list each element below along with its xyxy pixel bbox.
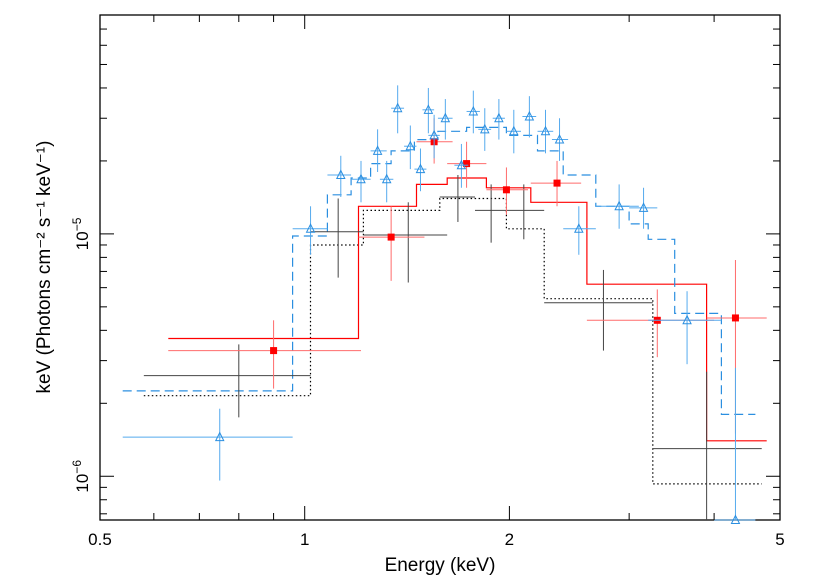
blue-point	[351, 160, 371, 203]
red-point	[486, 167, 528, 215]
blue-point	[629, 187, 658, 229]
red-marker	[502, 186, 510, 194]
blue-marker	[335, 169, 346, 179]
blue-point	[404, 125, 417, 170]
blue-marker	[356, 173, 366, 184]
x-tick-label: 5	[775, 530, 784, 549]
blue-marker	[415, 163, 426, 174]
red-marker	[731, 314, 739, 322]
plot-frame	[99, 14, 781, 521]
blue-point	[379, 160, 394, 203]
blue-marker	[540, 125, 551, 136]
y-tick-labels: 10−6 10−5	[70, 217, 92, 492]
blue-point	[551, 118, 569, 161]
black-model-curve	[143, 197, 762, 485]
blue-marker	[405, 140, 416, 151]
black-point	[310, 198, 364, 278]
blue-marker	[574, 223, 584, 233]
x-tick-labels: 0.5 1 2 5	[88, 530, 785, 549]
blue-marker	[494, 112, 504, 123]
data-points	[122, 85, 767, 524]
axis-ticks	[99, 14, 781, 520]
x-tick-label: 1	[300, 530, 309, 549]
x-axis-title: Energy (keV)	[385, 555, 496, 576]
y-tick-label: 10−5	[70, 217, 92, 250]
black-point	[506, 184, 545, 240]
blue-marker	[479, 123, 490, 134]
red-marker	[387, 233, 395, 241]
red-marker	[463, 160, 471, 168]
blue-marker	[214, 431, 225, 442]
red-point	[706, 260, 767, 434]
red-marker	[553, 179, 561, 187]
blue-point	[122, 408, 293, 481]
blue-marker	[372, 145, 383, 155]
x-tick-label: 2	[505, 530, 514, 549]
blue-point	[522, 96, 537, 138]
blue-point	[391, 85, 405, 134]
blue-point	[478, 108, 492, 151]
blue-point	[414, 148, 427, 192]
blue-point	[454, 143, 469, 188]
blue-point	[422, 87, 435, 134]
blue-point	[714, 367, 756, 524]
blue-marker	[392, 102, 403, 113]
red-point	[586, 289, 715, 358]
black-point	[544, 269, 653, 351]
blue-marker	[508, 125, 519, 136]
blue-point	[327, 155, 352, 197]
blue-marker	[554, 133, 565, 144]
red-point	[168, 320, 361, 389]
blue-point	[506, 109, 521, 154]
blue-marker	[456, 159, 467, 170]
blue-point	[466, 90, 480, 134]
red-point	[530, 160, 582, 207]
blue-marker	[429, 129, 439, 140]
black-point	[439, 174, 475, 222]
blue-marker	[614, 200, 624, 211]
blue-marker	[638, 202, 649, 212]
blue-point	[563, 206, 596, 255]
black-point	[652, 371, 762, 520]
x-tick-label: 0.5	[88, 530, 112, 549]
blue-marker	[682, 314, 692, 325]
black-point	[363, 202, 448, 283]
blue-point	[595, 184, 639, 229]
blue-marker	[381, 173, 392, 184]
red-model-curve	[168, 177, 767, 442]
blue-marker	[440, 112, 451, 123]
blue-point	[370, 129, 387, 173]
blue-marker	[468, 105, 479, 116]
blue-point	[437, 99, 453, 140]
y-axis-title: keV (Photons cm⁻² s⁻¹ keV⁻¹)	[34, 141, 55, 394]
blue-marker	[423, 104, 434, 114]
model-curves	[122, 126, 767, 485]
blue-model-curve	[122, 126, 756, 415]
blue-point	[292, 206, 328, 255]
black-point	[143, 344, 311, 418]
blue-marker	[730, 514, 741, 524]
blue-point	[648, 291, 722, 365]
y-tick-label: 10−6	[70, 460, 92, 493]
blue-point	[537, 109, 554, 154]
blue-marker	[524, 110, 535, 121]
blue-point	[428, 114, 440, 159]
red-marker	[270, 347, 278, 355]
red-point	[358, 206, 425, 281]
blue-marker	[305, 223, 316, 233]
blue-point	[492, 99, 505, 140]
black-point	[474, 184, 507, 243]
